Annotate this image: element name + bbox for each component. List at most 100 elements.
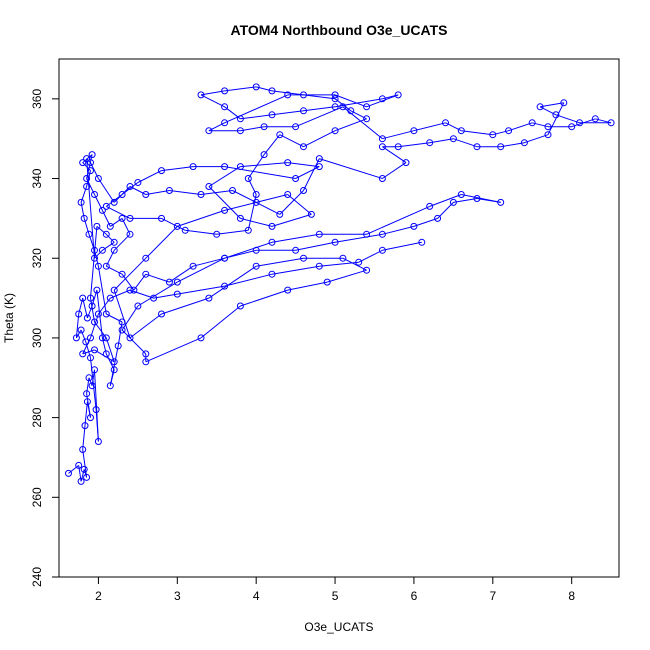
series-line-segment (247, 194, 257, 231)
data-point (83, 314, 91, 322)
data-point (292, 175, 300, 182)
series-line-segment (82, 154, 93, 163)
series-line-segment (303, 106, 336, 112)
series-line-segment (240, 126, 265, 132)
data-point (79, 294, 87, 302)
series-line-segment (303, 158, 320, 191)
series-line-segment (342, 257, 367, 271)
data-point (79, 159, 87, 167)
data-point (221, 282, 229, 290)
series-line-segment (113, 257, 147, 291)
data-point (363, 230, 371, 238)
data-point (378, 246, 386, 254)
data-point (79, 446, 87, 453)
data-point (300, 143, 307, 151)
data-point (173, 278, 181, 286)
data-point (378, 135, 386, 143)
data-point (205, 294, 213, 302)
data-point (83, 398, 91, 406)
series-line-segment (208, 265, 257, 299)
data-point (94, 175, 102, 182)
series-line-segment (555, 114, 580, 124)
x-tick-label: 3 (174, 589, 181, 603)
data-point (300, 91, 307, 99)
data-point (142, 358, 150, 366)
series-line-segment (279, 134, 304, 148)
x-tick-label: 7 (489, 589, 496, 603)
series-line-segment (508, 122, 533, 132)
series-line-segment (461, 130, 493, 136)
data-point (142, 270, 150, 278)
series-line-segment (137, 281, 178, 307)
series-line-segment (224, 86, 257, 92)
series-line-segment (461, 194, 501, 203)
data-point (126, 183, 134, 190)
data-point (300, 254, 307, 262)
series-line-segment (319, 261, 359, 267)
data-point (576, 119, 584, 127)
data-point (489, 131, 497, 139)
data-point (197, 191, 205, 198)
data-point (126, 286, 134, 294)
series-line-segment (334, 94, 367, 108)
data-point (80, 214, 88, 222)
data-point (244, 175, 252, 182)
series-line-segment (279, 190, 304, 215)
data-point (126, 214, 134, 222)
data-point (497, 143, 505, 151)
data-point (284, 191, 292, 198)
series-line-segment (161, 217, 186, 231)
series-line-segment (137, 170, 162, 183)
series-line-segment (540, 102, 564, 108)
data-point (91, 191, 98, 198)
data-point (276, 210, 284, 218)
series-line-segment (113, 233, 131, 251)
data-point (449, 198, 457, 206)
series-line-segment (382, 162, 407, 179)
series-line-segment (96, 290, 103, 338)
data-point (142, 191, 150, 198)
series-line-segment (145, 190, 170, 195)
x-tick-label: 5 (332, 589, 339, 603)
y-tick-label: 320 (30, 248, 44, 268)
data-point (315, 163, 323, 171)
data-point (98, 334, 106, 342)
data-point (434, 214, 442, 222)
x-axis-label: O3e_UCATS (304, 620, 373, 634)
series-line-segment (82, 349, 95, 355)
data-point (118, 270, 126, 278)
data-point (102, 350, 110, 358)
series-line-segment (177, 257, 225, 283)
series-line-segment (177, 209, 225, 227)
data-point (189, 262, 197, 270)
series-line-segment (200, 90, 225, 96)
data-point (134, 302, 142, 310)
series-line-segment (224, 166, 296, 179)
series-line-segment (224, 201, 257, 211)
series-line-segment (287, 194, 312, 215)
data-point (83, 473, 91, 481)
data-point (236, 115, 244, 123)
series-line-segment (110, 289, 131, 299)
data-point (544, 131, 552, 139)
data-point (165, 187, 173, 194)
series-line-segment (208, 166, 241, 187)
data-point (93, 286, 101, 294)
data-point (268, 111, 276, 119)
y-tick-label: 240 (30, 567, 44, 587)
series-line-segment (327, 269, 367, 283)
series-line-segment (263, 134, 281, 155)
data-point (102, 230, 110, 238)
series-line-segment (177, 285, 225, 295)
data-point (98, 246, 106, 254)
data-point (442, 119, 449, 127)
data-point (244, 226, 252, 234)
data-point (426, 202, 434, 210)
data-point (87, 167, 94, 175)
series-line-segment (200, 305, 241, 339)
data-point (77, 198, 85, 206)
data-point (221, 163, 229, 171)
data-point (88, 151, 96, 159)
series-line-segment (224, 273, 273, 287)
chart-title: ATOM4 Northbound O3e_UCATS (231, 22, 448, 38)
